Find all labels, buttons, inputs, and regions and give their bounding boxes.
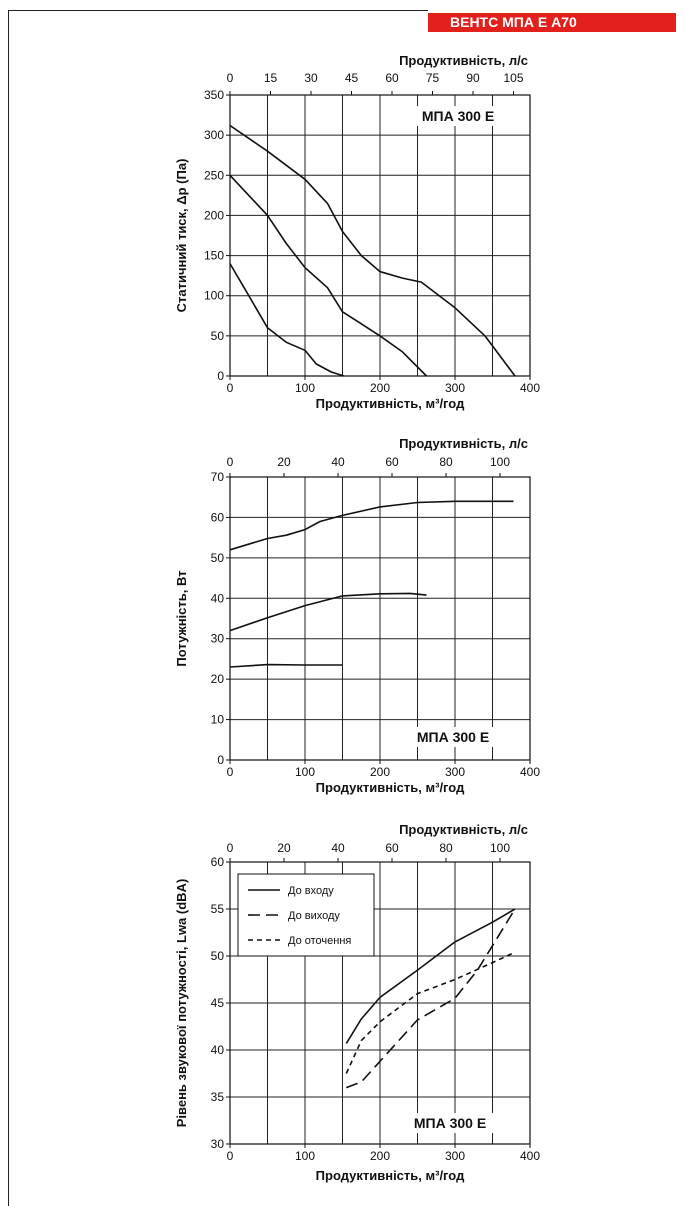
- y-tick-label: 100: [204, 289, 224, 303]
- top-tick-label: 60: [385, 455, 399, 469]
- series-line-3: [229, 263, 345, 377]
- y-tick-label: 150: [204, 249, 224, 263]
- top-tick-label: 90: [466, 71, 480, 85]
- series-line-2: [346, 908, 516, 1089]
- y-tick-label: 20: [211, 672, 225, 686]
- x-tick-label: 100: [295, 765, 315, 779]
- legend-label: До оточення: [288, 935, 351, 947]
- y-tick-label: 70: [211, 470, 225, 484]
- x-tick-label: 0: [227, 1149, 234, 1163]
- y-axis-title: Потужність, Вт: [174, 570, 189, 666]
- y-tick-label: 200: [204, 208, 224, 222]
- top-tick-label: 80: [439, 841, 453, 855]
- y-tick-label: 0: [217, 753, 224, 767]
- page-frame-left: [8, 10, 9, 1206]
- y-tick-label: 300: [204, 128, 224, 142]
- top-tick-label: 60: [385, 71, 399, 85]
- y-tick-label: 40: [211, 591, 225, 605]
- series-line-1: [229, 124, 516, 377]
- y-tick-label: 50: [211, 329, 225, 343]
- x-tick-label: 400: [520, 765, 540, 779]
- y-tick-label: 30: [211, 632, 225, 646]
- top-tick-label: 20: [277, 455, 291, 469]
- model-label: МПА 300 Е: [422, 108, 494, 124]
- page-frame-top: [8, 10, 428, 11]
- x-tick-label: 0: [227, 765, 234, 779]
- model-label-backing: [405, 727, 501, 747]
- series-line-2: [229, 592, 427, 632]
- x-tick-label: 400: [520, 381, 540, 395]
- y-tick-label: 10: [211, 713, 225, 727]
- x-tick-label: 200: [370, 1149, 390, 1163]
- x-tick-label: 300: [445, 1149, 465, 1163]
- x-axis-title: Продуктивність, м³/год: [316, 1168, 465, 1183]
- model-label-backing: [410, 106, 506, 126]
- model-label: МПА 300 Е: [414, 1115, 486, 1131]
- series-line-2: [229, 174, 428, 377]
- x-tick-label: 200: [370, 765, 390, 779]
- x-tick-label: 300: [445, 381, 465, 395]
- top-tick-label: 40: [331, 455, 345, 469]
- y-tick-label: 350: [204, 88, 224, 102]
- legend-label: До входу: [288, 885, 334, 897]
- top-tick-label: 75: [426, 71, 440, 85]
- y-tick-label: 60: [211, 510, 225, 524]
- x-tick-label: 300: [445, 765, 465, 779]
- y-tick-label: 0: [217, 369, 224, 383]
- x-tick-label: 100: [295, 381, 315, 395]
- top-tick-label: 30: [304, 71, 318, 85]
- y-tick-label: 55: [211, 902, 225, 916]
- top-tick-label: 20: [277, 841, 291, 855]
- top-tick-label: 0: [227, 841, 234, 855]
- y-tick-label: 250: [204, 168, 224, 182]
- y-tick-label: 30: [211, 1137, 225, 1151]
- y-axis-title: Статичний тиск, Δp (Па): [174, 159, 189, 313]
- x-tick-label: 400: [520, 1149, 540, 1163]
- y-tick-label: 50: [211, 551, 225, 565]
- x-axis-title: Продуктивність, м³/год: [316, 780, 465, 795]
- legend-label: До виходу: [288, 910, 340, 922]
- x-tick-label: 100: [295, 1149, 315, 1163]
- model-label-backing: [402, 1113, 498, 1133]
- top-axis-title: Продуктивність, л/с: [399, 436, 528, 451]
- product-banner: ВЕНТС МПА Е А70: [428, 13, 676, 32]
- y-tick-label: 60: [211, 855, 225, 869]
- y-tick-label: 35: [211, 1090, 225, 1104]
- series-line-3: [345, 951, 516, 1074]
- x-axis-title: Продуктивність, м³/год: [316, 396, 465, 411]
- x-tick-label: 200: [370, 381, 390, 395]
- series-line-1: [345, 908, 516, 1044]
- top-axis-title: Продуктивність, л/с: [399, 822, 528, 837]
- y-tick-label: 50: [211, 949, 225, 963]
- top-tick-label: 100: [490, 455, 510, 469]
- series-line-1: [229, 500, 514, 551]
- model-label: МПА 300 Е: [417, 729, 489, 745]
- top-tick-label: 100: [490, 841, 510, 855]
- top-tick-label: 40: [331, 841, 345, 855]
- top-tick-label: 105: [503, 71, 523, 85]
- series-line-3: [229, 663, 343, 668]
- top-tick-label: 60: [385, 841, 399, 855]
- top-tick-label: 0: [227, 455, 234, 469]
- top-tick-label: 0: [227, 71, 234, 85]
- top-axis-title: Продуктивність, л/с: [399, 53, 528, 68]
- top-tick-label: 80: [439, 455, 453, 469]
- x-tick-label: 0: [227, 381, 234, 395]
- y-axis-title: Рівень звукової потужності, Lwa (dBA): [174, 879, 189, 1128]
- top-tick-label: 15: [264, 71, 278, 85]
- y-tick-label: 40: [211, 1043, 225, 1057]
- legend-box: [237, 873, 375, 957]
- top-tick-label: 45: [345, 71, 359, 85]
- y-tick-label: 45: [211, 996, 225, 1010]
